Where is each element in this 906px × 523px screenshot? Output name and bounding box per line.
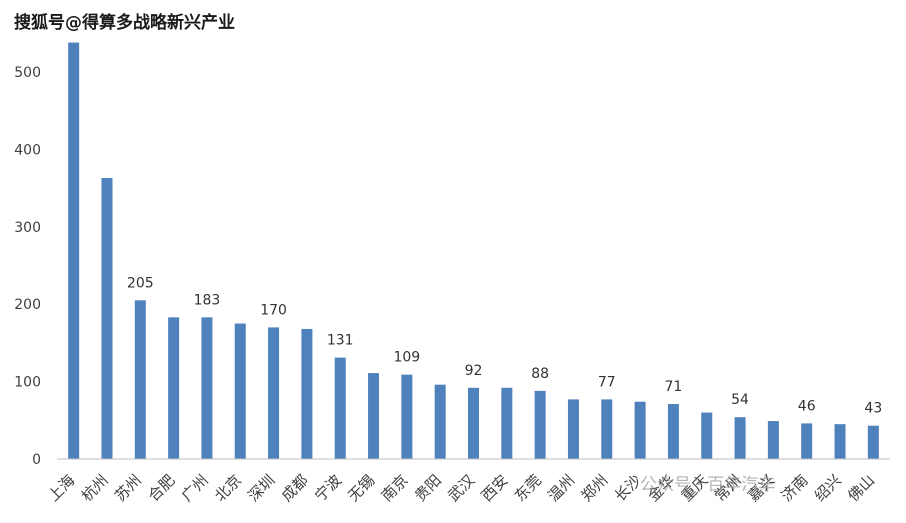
data-label: 183 xyxy=(194,292,221,308)
data-label: 54 xyxy=(731,392,749,408)
bar xyxy=(334,357,346,459)
bar xyxy=(268,327,280,459)
bar xyxy=(134,300,146,459)
bar xyxy=(401,374,413,459)
x-tick-label: 无锡 xyxy=(344,471,378,505)
y-tick-label: 400 xyxy=(14,142,41,158)
bar xyxy=(201,317,213,459)
bar xyxy=(801,423,813,459)
bar xyxy=(834,424,846,459)
data-labels: 205 183 170 131 109 92 88 77 71 54 46 43 xyxy=(127,275,882,416)
y-tick-label: 200 xyxy=(14,297,41,313)
data-label: 170 xyxy=(260,302,287,318)
data-label: 43 xyxy=(864,401,882,417)
x-tick-label: 苏州 xyxy=(111,471,145,505)
bar xyxy=(867,425,879,459)
x-tick-label: 武汉 xyxy=(444,471,478,505)
y-tick-label: 300 xyxy=(14,220,41,236)
bar xyxy=(734,417,746,459)
x-tick-label: 温州 xyxy=(544,471,578,505)
data-label: 109 xyxy=(393,350,420,366)
bar xyxy=(434,384,446,459)
x-tick-label: 贵阳 xyxy=(411,471,445,505)
y-tick-label: 500 xyxy=(14,65,41,81)
x-tick-label: 郑州 xyxy=(578,471,612,505)
bar xyxy=(101,178,113,459)
y-tick-label: 0 xyxy=(32,452,41,468)
bar xyxy=(468,387,479,459)
data-label: 46 xyxy=(798,398,816,414)
x-tick-label: 宁波 xyxy=(311,471,345,505)
bar xyxy=(567,399,579,459)
bar xyxy=(234,323,246,459)
bar xyxy=(601,399,613,459)
data-label: 77 xyxy=(598,374,616,390)
x-tick-label: 南京 xyxy=(378,471,412,505)
bar xyxy=(667,404,679,459)
bar xyxy=(701,412,713,459)
y-axis: 0 100 200 300 400 500 xyxy=(14,65,41,468)
bar xyxy=(301,328,313,459)
bar xyxy=(368,373,380,459)
bar xyxy=(168,317,180,459)
bar xyxy=(767,421,779,459)
x-tick-label: 济南 xyxy=(778,471,812,505)
y-tick-label: 100 xyxy=(14,375,41,391)
x-tick-label: 成都 xyxy=(278,471,312,505)
x-tick-label: 合肥 xyxy=(144,471,178,505)
bar xyxy=(501,387,513,459)
x-tick-label: 东莞 xyxy=(511,471,545,505)
x-tick-label: 广州 xyxy=(178,471,212,505)
bars xyxy=(68,42,879,459)
x-tick-label: 西安 xyxy=(478,471,512,505)
data-label: 131 xyxy=(327,333,354,349)
data-label: 88 xyxy=(531,366,549,382)
watermark-sohu: 搜狐号@得算多战略新兴产业 xyxy=(14,13,235,33)
data-label: 71 xyxy=(665,379,683,395)
bar xyxy=(634,401,646,459)
x-tick-label: 深圳 xyxy=(244,471,278,505)
data-label: 205 xyxy=(127,275,154,291)
x-tick-label: 佛山 xyxy=(844,471,878,505)
x-tick-label: 北京 xyxy=(211,471,245,505)
x-tick-label: 上海 xyxy=(45,471,79,505)
data-label: 92 xyxy=(465,363,483,379)
bar xyxy=(534,390,546,459)
x-tick-label: 绍兴 xyxy=(811,471,845,505)
bar xyxy=(68,42,80,459)
watermark-wechat: 公众号 · 百年汽车 xyxy=(640,475,776,495)
x-tick-label: 杭州 xyxy=(78,471,112,505)
